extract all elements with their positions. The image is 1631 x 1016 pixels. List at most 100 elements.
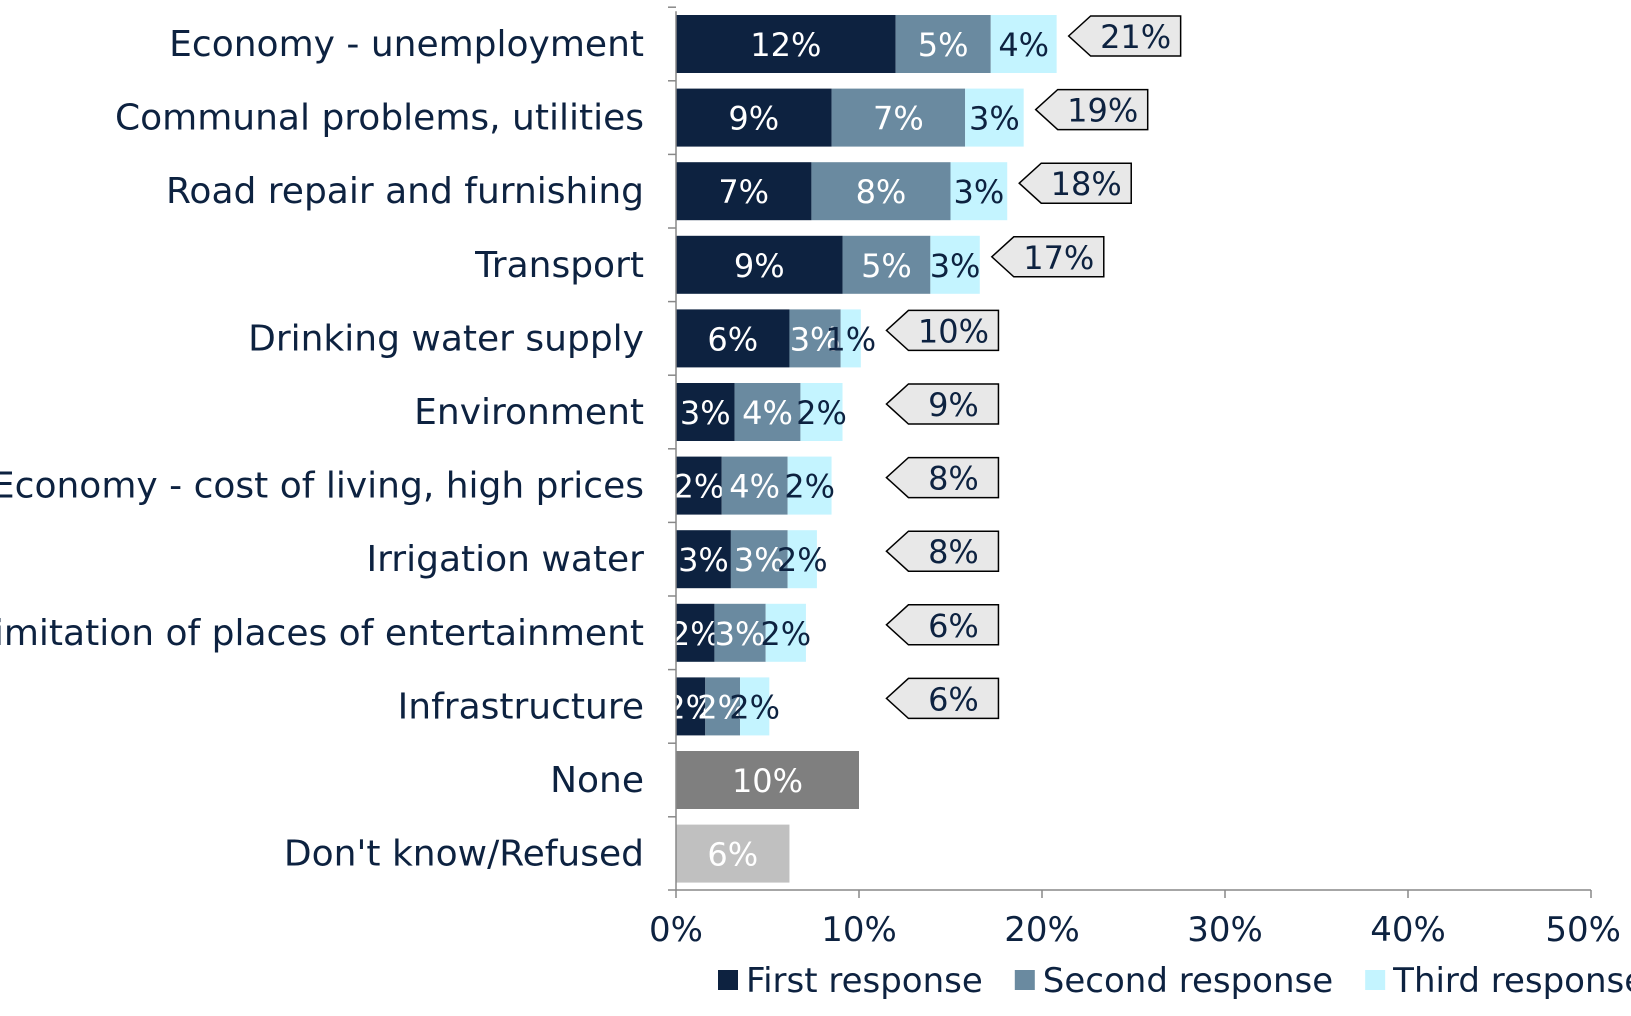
bar-segment (730, 530, 788, 589)
total-callout (885, 530, 1000, 572)
category-label: Don't know/Refused (284, 834, 644, 875)
category-label: Environment (414, 392, 644, 433)
bar-segment (831, 88, 966, 147)
bar-value-label: 6% (707, 320, 758, 358)
bar-segment (714, 603, 766, 662)
bar-segment (676, 383, 735, 441)
category-label: Limitation of places of entertainment (0, 613, 644, 654)
bar-value-label: 2% (729, 688, 780, 726)
total-label: 17% (1023, 239, 1094, 277)
total-callout (885, 456, 1000, 499)
bar-segment (734, 383, 801, 441)
bar-segment (800, 383, 843, 441)
total-label: 18% (1051, 165, 1122, 203)
bar-value-label: 5% (918, 26, 969, 64)
bar-segment (676, 456, 722, 515)
bar-value-label: 3% (969, 100, 1020, 138)
bar-value-label: 3% (930, 247, 981, 285)
bar-segment (676, 88, 832, 147)
category-label: Economy - unemployment (169, 24, 644, 65)
total-label: 6% (928, 607, 979, 645)
total-callout (1067, 15, 1182, 57)
total-label: 8% (928, 460, 979, 498)
x-tick-label: 30% (1187, 910, 1263, 950)
total-callout (885, 383, 1000, 425)
category-label: Irrigation water (367, 539, 645, 580)
bar-segment (990, 15, 1057, 73)
bar-segment (676, 162, 812, 221)
bar-segment (965, 88, 1024, 147)
bar-segment (740, 677, 770, 736)
total-label: 21% (1100, 18, 1171, 56)
x-tick-label: 10% (821, 910, 897, 950)
bar-segment (676, 309, 790, 368)
x-tick-label: 50% (1545, 910, 1621, 950)
bar-segment (721, 456, 788, 515)
total-callout (1034, 88, 1149, 131)
bar-segment (676, 15, 896, 73)
bar-segment (705, 677, 741, 736)
category-label: Infrastructure (398, 686, 644, 727)
x-tick-label: 0% (649, 910, 703, 950)
category-label: Communal problems, utilities (115, 98, 644, 139)
bar-segment (787, 530, 817, 589)
total-callout (885, 677, 1000, 720)
bar-value-label: 3% (790, 320, 841, 358)
legend-swatch (1365, 970, 1386, 990)
bar-segment (789, 309, 841, 368)
bar-value-label: 3% (953, 173, 1004, 211)
bar-segment (930, 235, 980, 294)
bar-segment (840, 309, 861, 368)
category-label: Drinking water supply (248, 318, 644, 359)
legend-swatch (718, 970, 738, 990)
bar-segment (765, 603, 806, 662)
bar-segment (842, 235, 931, 294)
bar-value-label: 9% (734, 247, 785, 285)
bar-value-label: 4% (742, 394, 793, 432)
single-bar (676, 824, 790, 883)
total-label: 10% (918, 312, 989, 350)
bar-value-label: 2% (670, 615, 721, 653)
bar-segment (676, 677, 706, 736)
category-label: Road repair and furnishing (166, 171, 644, 212)
bar-segment (787, 456, 832, 515)
bar-value-label: 2% (697, 688, 748, 726)
category-label: Economy - cost of living, high prices (0, 466, 644, 507)
bar-value-label: 2% (760, 615, 811, 653)
category-label: None (550, 760, 644, 801)
bar-value-label: 12% (750, 26, 821, 64)
total-label: 9% (928, 386, 979, 424)
total-callout (990, 236, 1105, 278)
bar-value-label: 1% (825, 320, 876, 358)
total-callout (885, 604, 1000, 646)
bar-value-label: 4% (729, 468, 780, 506)
single-bar (676, 751, 859, 809)
category-label: Transport (474, 245, 644, 286)
bar-value-label: 8% (856, 173, 907, 211)
bar-value-label: 5% (861, 247, 912, 285)
legend-label: First response (746, 961, 983, 1001)
bar-value-label: 3% (734, 541, 785, 579)
bar-value-label: 2% (796, 394, 847, 432)
total-label: 19% (1067, 92, 1138, 130)
bar-value-label: 7% (873, 100, 924, 138)
bar-value-label: 9% (728, 100, 779, 138)
single-bar-label: 6% (707, 836, 758, 874)
bar-value-label: 2% (784, 468, 835, 506)
bar-value-label: 2% (673, 468, 724, 506)
total-callout (885, 309, 1000, 352)
bar-value-label: 7% (718, 173, 769, 211)
bar-segment (676, 530, 731, 589)
legend-swatch (1014, 970, 1035, 990)
bar-value-label: 3% (680, 394, 731, 432)
legend-label: Third response (1392, 961, 1631, 1001)
bar-value-label: 3% (678, 541, 729, 579)
bar-segment (811, 162, 951, 221)
bar-segment (895, 15, 991, 73)
total-callout (1018, 162, 1132, 204)
single-bar-label: 10% (732, 762, 803, 800)
x-tick-label: 40% (1370, 910, 1446, 950)
legend-label: Second response (1043, 961, 1333, 1001)
